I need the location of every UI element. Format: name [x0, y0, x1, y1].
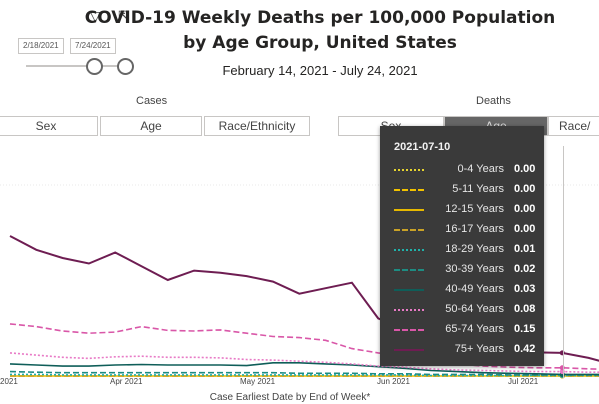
tooltip-label: 12-15 Years: [445, 203, 504, 215]
x-tick-label: Apr 2021: [110, 377, 143, 386]
legend-swatch: [394, 269, 424, 271]
tooltip-row: 5-11 Years 0.00: [392, 181, 542, 201]
filter-icon[interactable]: ▽: [90, 8, 101, 24]
x-axis-label: Case Earliest Date by End of Week*: [209, 392, 371, 403]
chart-tooltip: 2021-07-10 0-4 Years 0.00 5-11 Years 0.00 12…: [380, 126, 544, 366]
tooltip-value: 0.42: [514, 343, 536, 355]
tooltip-date: 2021-07-10: [394, 141, 451, 153]
tooltip-value: 0.02: [514, 263, 536, 275]
tooltip-value: 0.00: [514, 223, 536, 235]
tooltip-row: 18-29 Years 0.01: [392, 241, 542, 261]
cases-tab-sex[interactable]: Sex: [0, 116, 98, 136]
tooltip-value: 0.00: [514, 203, 536, 215]
end-date-input[interactable]: 7/24/2021: [70, 38, 116, 54]
legend-swatch: [394, 349, 424, 351]
tooltip-value: 0.00: [514, 163, 536, 175]
tooltip-label: 0-4 Years: [457, 163, 504, 175]
start-date-input[interactable]: 2/18/2021: [18, 38, 64, 54]
tooltip-label: 18-29 Years: [445, 243, 504, 255]
page-title: COVID-19 Weekly Deaths per 100,000 Popul…: [84, 8, 556, 28]
tooltip-label: 40-49 Years: [445, 283, 504, 295]
cases-group-label: Cases: [136, 95, 168, 107]
cases-tab-age[interactable]: Age: [100, 116, 202, 136]
tooltip-value: 0.15: [514, 323, 536, 335]
tooltip-label: 75+ Years: [454, 343, 504, 355]
legend-swatch: [394, 329, 424, 331]
series-line-30-39-years[interactable]: [9, 370, 599, 376]
tooltip-label: 65-74 Years: [445, 323, 504, 335]
date-slider-end-handle[interactable]: [117, 58, 134, 75]
series-line-40-49-years[interactable]: [9, 362, 599, 376]
x-tick-label: May 2021: [240, 377, 276, 386]
tooltip-label: 50-64 Years: [445, 303, 504, 315]
hover-crosshair: [563, 146, 564, 378]
page-title-line2: by Age Group, United States: [183, 33, 457, 53]
tooltip-row: 75+ Years 0.42: [392, 341, 542, 361]
series-line-65-74-years[interactable]: [9, 323, 599, 370]
x-tick-label: Jun 2021: [377, 377, 410, 386]
tooltip-label: 16-17 Years: [445, 223, 504, 235]
tooltip-value: 0.08: [514, 303, 536, 315]
legend-swatch: [394, 309, 424, 311]
tooltip-value: 0.01: [514, 243, 536, 255]
legend-swatch: [394, 229, 424, 231]
deaths-group-label: Deaths: [476, 95, 511, 107]
tooltip-row: 12-15 Years 0.00: [392, 201, 542, 221]
tooltip-row: 65-74 Years 0.15: [392, 321, 542, 341]
tooltip-value: 0.00: [514, 183, 536, 195]
cases-tab-race-ethnicity[interactable]: Race/Ethnicity: [204, 116, 310, 136]
legend-swatch: [394, 249, 424, 251]
page-subtitle: February 14, 2021 - July 24, 2021: [222, 63, 418, 78]
date-slider-start-handle[interactable]: [86, 58, 103, 75]
series-line-50-64-years[interactable]: [9, 352, 599, 373]
tooltip-row: 40-49 Years 0.03: [392, 281, 542, 301]
line-chart[interactable]: [0, 140, 599, 380]
legend-swatch: [394, 289, 424, 291]
tooltip-label: 5-11 Years: [452, 183, 504, 195]
expand-icon[interactable]: ⇱: [118, 8, 130, 24]
tooltip-row: 30-39 Years 0.02: [392, 261, 542, 281]
x-tick-label: 2021: [0, 377, 18, 386]
tooltip-row: 0-4 Years 0.00: [392, 161, 542, 181]
legend-swatch: [394, 169, 424, 171]
date-slider-track[interactable]: [26, 65, 126, 67]
tooltip-value: 0.03: [514, 283, 536, 295]
legend-swatch: [394, 189, 424, 191]
tooltip-row: 50-64 Years 0.08: [392, 301, 542, 321]
deaths-tab-race-ethnicity[interactable]: Race/: [548, 116, 599, 136]
tooltip-label: 30-39 Years: [445, 263, 504, 275]
tooltip-row: 16-17 Years 0.00: [392, 221, 542, 241]
x-tick-label: Jul 2021: [508, 377, 539, 386]
legend-swatch: [394, 209, 424, 211]
